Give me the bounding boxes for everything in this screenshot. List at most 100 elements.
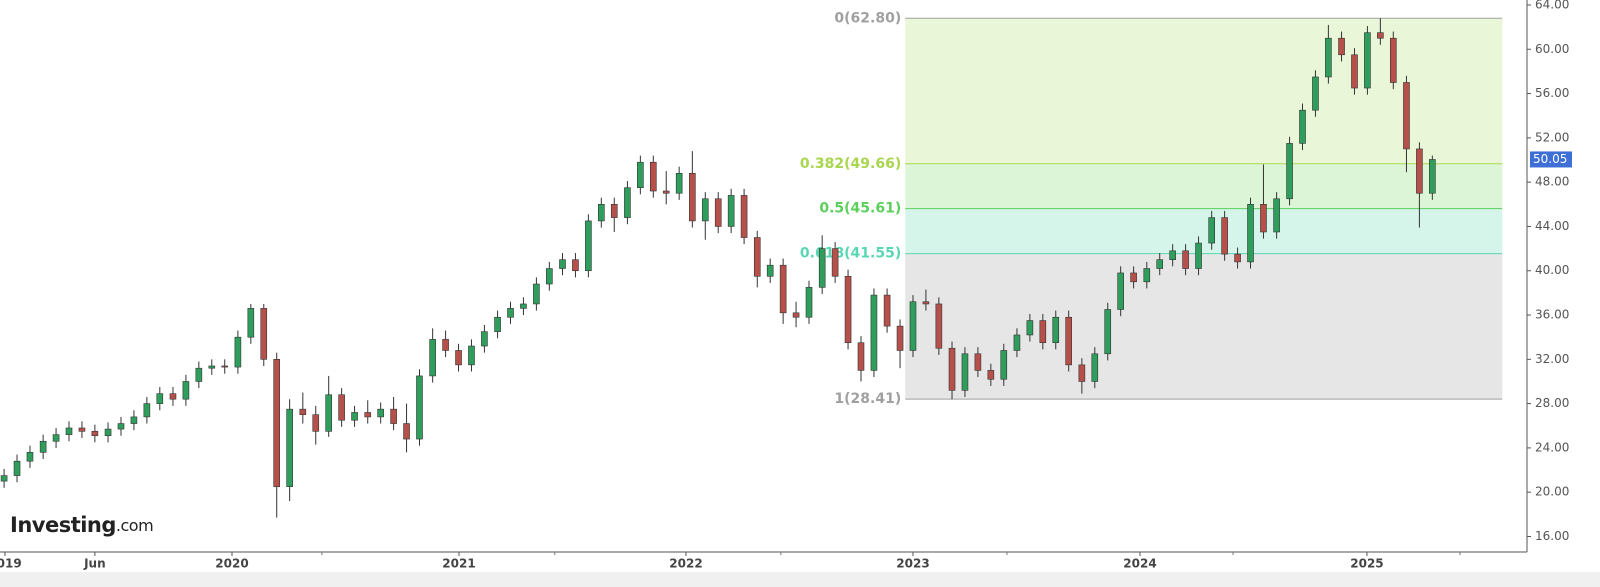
candle-body xyxy=(883,294,891,327)
x-tick-label: 2021 xyxy=(442,557,475,571)
candle-body xyxy=(299,408,307,415)
fib-label: 0.5(45.61) xyxy=(819,201,901,217)
candle-body xyxy=(0,475,8,482)
fibonacci: 0(62.80) 0.382(49.66) 0.5(45.61) 0.618(41.5… xyxy=(800,10,1503,407)
candle-body xyxy=(65,427,73,435)
candle-body xyxy=(805,287,813,318)
candle-body xyxy=(39,440,47,453)
candle-body xyxy=(26,452,34,462)
candle-body xyxy=(1403,82,1410,150)
x-tick-label: 2022 xyxy=(669,557,702,571)
y-tick-label: 24.00 xyxy=(1535,440,1569,454)
candle-body xyxy=(1377,32,1384,39)
candle-body xyxy=(143,403,151,418)
logo-suffix: .com xyxy=(116,516,153,535)
candle-body xyxy=(624,187,631,218)
candle-body xyxy=(1416,148,1423,194)
y-tick-label: 40.00 xyxy=(1535,263,1569,277)
candle-body xyxy=(221,365,229,368)
candle-body xyxy=(494,316,501,332)
candle-body xyxy=(325,394,332,432)
candle-body xyxy=(455,350,462,366)
candle-body xyxy=(559,259,566,269)
y-tick-label: 44.00 xyxy=(1535,219,1569,233)
candle-body xyxy=(1389,37,1397,83)
candle-body xyxy=(273,359,281,487)
fib-zone xyxy=(905,253,1503,400)
candle-body xyxy=(1065,316,1072,366)
candle-body xyxy=(286,408,293,487)
candle-body xyxy=(260,308,268,360)
candles xyxy=(0,18,1436,518)
candle-body xyxy=(312,414,320,432)
candle-body xyxy=(104,428,112,437)
candle-body xyxy=(961,353,969,391)
candle-body xyxy=(792,312,800,318)
candle-body xyxy=(390,408,397,424)
fib-zone xyxy=(905,18,1503,164)
fib-label: 1(28.41) xyxy=(834,391,901,407)
candle-body xyxy=(870,294,878,371)
candle-body xyxy=(1286,143,1293,200)
x-tick-label: 2025 xyxy=(1350,557,1383,571)
candle-body xyxy=(585,220,592,272)
candle-body xyxy=(896,325,904,351)
candle-body xyxy=(818,248,826,288)
candle-body xyxy=(1130,272,1137,283)
fib-label: 0.618(41.55) xyxy=(800,246,901,262)
candle-body xyxy=(416,375,423,440)
candle-body xyxy=(546,268,553,285)
candle-body xyxy=(701,198,709,222)
candle-body xyxy=(1234,253,1241,263)
candle-body xyxy=(520,303,527,309)
candle-body xyxy=(208,365,216,369)
candle-body xyxy=(13,460,21,476)
candle-body xyxy=(1104,309,1112,355)
candle-body xyxy=(442,339,449,351)
y-tick-label: 32.00 xyxy=(1535,352,1569,366)
candle-body xyxy=(727,195,735,227)
candle-body xyxy=(169,393,177,400)
candle-body xyxy=(1312,76,1319,111)
candle-body xyxy=(1260,204,1267,233)
bottom-strip xyxy=(0,572,1600,587)
candle-body xyxy=(922,301,930,305)
candle-body xyxy=(52,434,60,442)
candle-body xyxy=(1156,259,1164,269)
candle-body xyxy=(753,237,761,277)
candle-body xyxy=(1195,242,1202,269)
candle-body xyxy=(234,336,242,368)
candle-body xyxy=(974,353,982,371)
candle-body xyxy=(1143,268,1151,283)
candle-body xyxy=(831,248,839,277)
candle-body xyxy=(1039,320,1047,344)
y-tick-label: 36.00 xyxy=(1535,308,1569,322)
candle-body xyxy=(649,161,657,192)
candle-body xyxy=(1338,37,1345,56)
candle-body xyxy=(1273,198,1280,233)
candle-body xyxy=(675,172,683,194)
candle-body xyxy=(377,408,384,418)
candle-body xyxy=(1091,353,1099,382)
candle-body xyxy=(403,423,410,440)
candle-body xyxy=(766,264,774,277)
candle-body xyxy=(1247,204,1254,263)
candle-body xyxy=(364,412,372,418)
y-tick-label: 48.00 xyxy=(1535,175,1569,189)
axes: 16.00 20.00 24.00 28.00 32.00 36.00 40.00 44.00… xyxy=(0,0,1572,571)
x-tick-label: 2020 xyxy=(215,557,248,571)
candle-body xyxy=(1325,37,1332,78)
candle-body xyxy=(1026,320,1034,336)
candle-body xyxy=(1221,217,1228,255)
candle-body xyxy=(598,204,605,222)
last-price-label: 50.05 xyxy=(1533,152,1567,166)
candle-body xyxy=(662,190,670,194)
candle-body xyxy=(130,416,138,424)
candle-body xyxy=(714,198,722,227)
fib-zone xyxy=(905,163,1503,209)
candle-body xyxy=(610,204,618,218)
last-price-tag xyxy=(1530,151,1572,168)
fib-zone xyxy=(905,208,1503,254)
y-tick-label: 16.00 xyxy=(1535,529,1569,543)
